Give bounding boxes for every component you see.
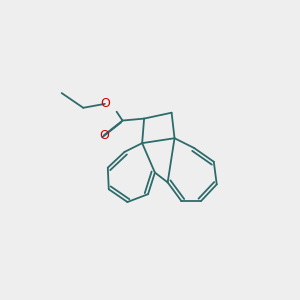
Text: O: O <box>99 129 109 142</box>
Text: O: O <box>100 98 110 110</box>
